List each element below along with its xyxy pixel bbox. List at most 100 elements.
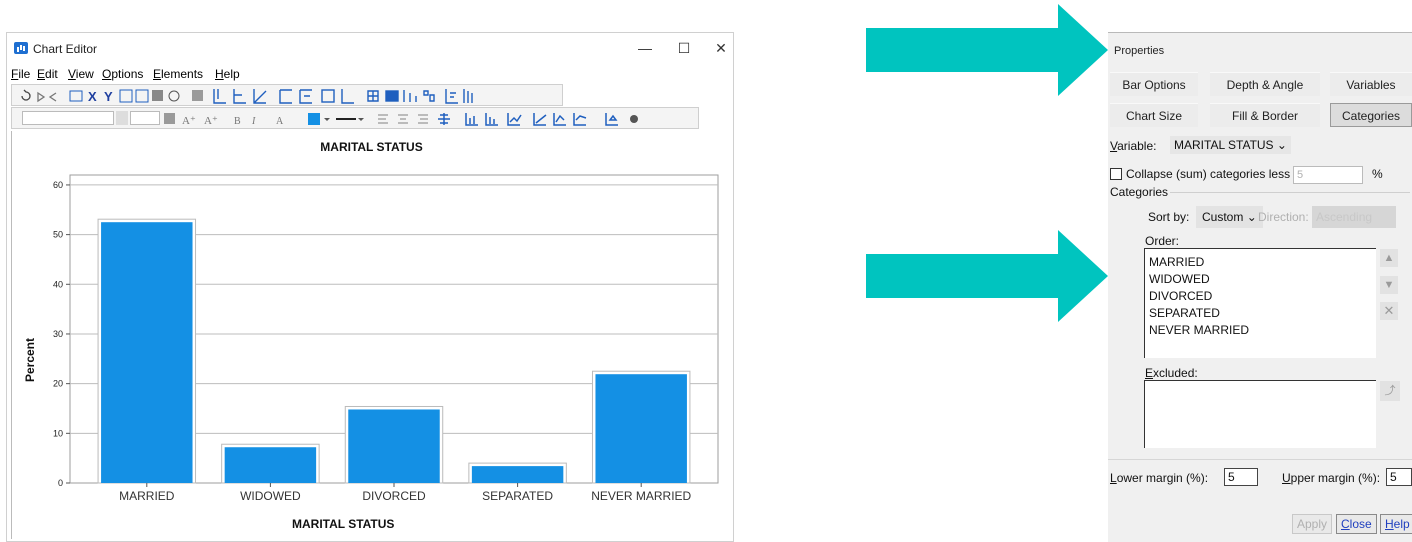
font-family-field[interactable] [22, 111, 114, 125]
legend-icon[interactable] [445, 89, 458, 104]
tab-chart-size[interactable]: Chart Size [1110, 103, 1198, 127]
tab-bar-options[interactable]: Bar Options [1110, 72, 1198, 96]
chart-type-icon[interactable] [119, 89, 133, 103]
explode-slice-icon[interactable] [630, 115, 638, 123]
restore-button[interactable]: ⤴ [1380, 381, 1400, 401]
bar[interactable] [471, 466, 564, 483]
back-icon[interactable] [37, 91, 46, 103]
reference-line-icon[interactable] [299, 89, 312, 104]
chevron-down-icon: ⌄ [1246, 210, 1257, 224]
table-icon[interactable] [367, 90, 379, 102]
data-label-icon[interactable] [385, 90, 399, 102]
close-window-button[interactable]: ✕ [715, 40, 727, 56]
bold-icon[interactable]: B [234, 116, 241, 127]
menu-options[interactable]: Options [102, 67, 144, 81]
tab-fill-border[interactable]: Fill & Border [1210, 103, 1320, 127]
fill-icon[interactable] [152, 90, 163, 101]
excluded-list[interactable] [1144, 380, 1376, 448]
collapse-checkbox[interactable] [1110, 168, 1122, 180]
stacked-bar-icon[interactable] [485, 113, 498, 126]
direction-select[interactable]: Ascending [1312, 206, 1396, 228]
increase-font-icon[interactable]: A⁺ [182, 115, 196, 127]
close-button[interactable]: Close [1336, 514, 1377, 534]
bar[interactable] [595, 374, 687, 483]
align-left-icon[interactable] [378, 114, 388, 124]
lower-margin-field[interactable]: 5 [1224, 468, 1258, 486]
forward-icon[interactable] [48, 92, 57, 102]
grid-lines-icon[interactable] [463, 89, 473, 103]
align-center-icon[interactable] [398, 114, 408, 124]
grid-icon[interactable] [438, 113, 450, 125]
show-data-labels-icon[interactable] [423, 90, 435, 102]
decrease-font-icon[interactable]: A⁺ [204, 115, 218, 127]
text-box-icon[interactable] [321, 89, 335, 103]
list-item[interactable]: DIVORCED [1149, 289, 1213, 303]
fill-color-icon[interactable] [308, 113, 320, 125]
line-chart-icon[interactable] [253, 89, 267, 104]
footnote-icon[interactable] [341, 89, 354, 104]
bar[interactable] [224, 447, 317, 483]
select-all-icon[interactable] [192, 90, 203, 101]
axis-icon[interactable] [279, 89, 292, 104]
interpolation-icon[interactable] [533, 113, 547, 126]
x-tick-label: MARRIED [119, 489, 175, 503]
tab-categories[interactable]: Categories [1330, 103, 1412, 127]
menu-file[interactable]: File [11, 67, 31, 81]
list-item[interactable]: SEPARATED [1149, 306, 1220, 320]
bar-chart: 0 10 20 30 40 50 60 MARRIED WIDOWED DIVORCED SEPAR… [53, 174, 719, 503]
align-right-icon[interactable] [418, 114, 428, 124]
apply-button[interactable]: Apply [1292, 514, 1333, 534]
tab-variables[interactable]: Variables [1330, 72, 1412, 96]
select-x-axis-icon[interactable]: X [88, 89, 97, 104]
transpose-icon[interactable] [135, 89, 149, 103]
scatter-icon[interactable] [605, 113, 618, 126]
fill-color-dropdown-icon[interactable] [324, 118, 330, 121]
collapse-threshold-field[interactable]: 5 [1293, 166, 1363, 184]
text-style-icon[interactable]: A [276, 116, 284, 127]
menu-view[interactable]: View [68, 67, 94, 81]
bar-icon[interactable] [465, 113, 478, 126]
maximize-button[interactable]: ☐ [677, 40, 691, 56]
font-size-field[interactable] [130, 111, 160, 125]
bar-chart-icon[interactable] [213, 89, 226, 104]
font-family-dropdown-icon[interactable] [116, 111, 128, 125]
select-y-axis-icon[interactable]: Y [104, 89, 113, 104]
list-item[interactable]: NEVER MARRIED [1149, 323, 1250, 337]
horizontal-bar-icon[interactable] [233, 89, 246, 104]
area-icon[interactable] [553, 113, 566, 126]
menu-bar: File Edit View Options Elements Help [7, 65, 733, 83]
y-axis-label[interactable]: Percent [23, 337, 38, 383]
list-item[interactable]: MARRIED [1149, 255, 1205, 269]
minimize-button[interactable]: — [638, 40, 652, 56]
chevron-down-icon: ⌄ [1276, 138, 1287, 152]
bar[interactable] [348, 409, 440, 483]
line-style-dropdown-icon[interactable] [358, 118, 364, 121]
x-axis-label[interactable]: MARITAL STATUS [292, 517, 395, 531]
menu-edit[interactable]: Edit [37, 67, 58, 81]
fit-line-icon[interactable] [573, 113, 587, 126]
text-color-icon[interactable] [164, 113, 175, 124]
exclude-button[interactable]: ✕ [1380, 302, 1398, 320]
collapse-unit: % [1372, 167, 1383, 181]
order-list[interactable]: MARRIED WIDOWED DIVORCED SEPARATED NEVER… [1144, 248, 1376, 358]
move-up-button[interactable]: ▲ [1380, 249, 1398, 267]
list-item[interactable]: WIDOWED [1149, 272, 1210, 286]
undo-icon[interactable] [21, 89, 31, 101]
menu-elements[interactable]: Elements [153, 67, 204, 81]
chart-title[interactable]: MARITAL STATUS [320, 140, 423, 154]
properties-window-icon[interactable] [69, 90, 83, 102]
properties-panel: Properties Bar Options Depth & Angle Var… [1108, 32, 1412, 542]
upper-margin-field[interactable]: 5 [1386, 468, 1412, 486]
help-button[interactable]: Help [1380, 514, 1412, 534]
move-down-button[interactable]: ▼ [1380, 276, 1398, 294]
menu-help[interactable]: Help [215, 67, 240, 81]
tab-depth-angle[interactable]: Depth & Angle [1210, 72, 1320, 96]
error-bar-icon[interactable] [403, 90, 417, 102]
lasso-icon[interactable] [168, 90, 180, 102]
line-icon[interactable] [507, 113, 522, 126]
sort-by-select[interactable]: Custom ⌄ [1196, 206, 1263, 228]
bar[interactable] [101, 222, 193, 483]
italic-icon[interactable]: I [251, 116, 256, 127]
variable-select[interactable]: MARITAL STATUS ⌄ [1170, 136, 1291, 154]
x-tick-label: WIDOWED [240, 489, 301, 503]
